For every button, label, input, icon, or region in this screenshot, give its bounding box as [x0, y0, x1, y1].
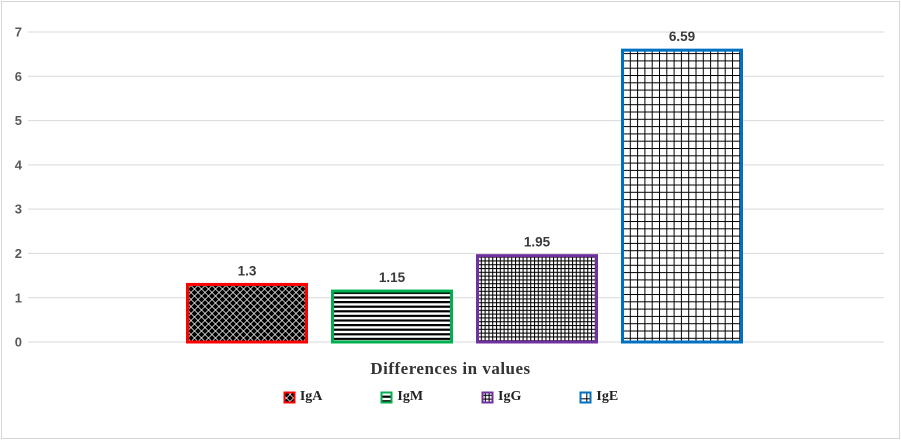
legend-item-IgM: IgM	[380, 389, 423, 405]
legend-marker-IgG	[481, 391, 494, 403]
legend-marker-IgA	[283, 391, 296, 403]
bar-IgM	[331, 289, 453, 344]
legend-label-IgE: IgE	[596, 389, 619, 404]
y-tick-label: 4	[15, 157, 23, 172]
bar-IgG	[476, 254, 598, 344]
y-tick-label: 3	[15, 202, 22, 217]
data-label-IgE: 6.59	[669, 29, 695, 44]
y-tick-label: 0	[15, 335, 22, 350]
legend-marker-IgM	[380, 391, 393, 403]
legend-label-IgM: IgM	[397, 389, 424, 404]
y-tick-label: 7	[15, 25, 22, 40]
legend-item-IgG: IgG	[481, 389, 521, 405]
legend: IgA IgM IgG IgE	[2, 389, 899, 405]
data-label-IgM: 1.15	[379, 270, 406, 285]
data-label-IgG: 1.95	[524, 235, 551, 250]
gridlines	[28, 31, 884, 343]
y-tick-label: 2	[15, 246, 22, 261]
legend-item-IgA: IgA	[283, 389, 323, 405]
y-axis-tick-labels: 0 1 2 3 4 5 6 7	[15, 25, 23, 350]
legend-label-IgA: IgA	[299, 389, 323, 404]
x-axis-title: Differences in values	[370, 359, 531, 378]
bar-IgA	[186, 282, 308, 344]
legend-marker-IgE	[579, 391, 592, 403]
y-tick-label: 5	[15, 113, 22, 128]
y-tick-label: 6	[15, 69, 22, 84]
legend-label-IgG: IgG	[498, 389, 522, 404]
data-label-IgA: 1.3	[238, 263, 257, 278]
legend-item-IgE: IgE	[579, 389, 618, 405]
bar-IgE	[621, 48, 743, 344]
y-tick-label: 1	[15, 290, 22, 305]
